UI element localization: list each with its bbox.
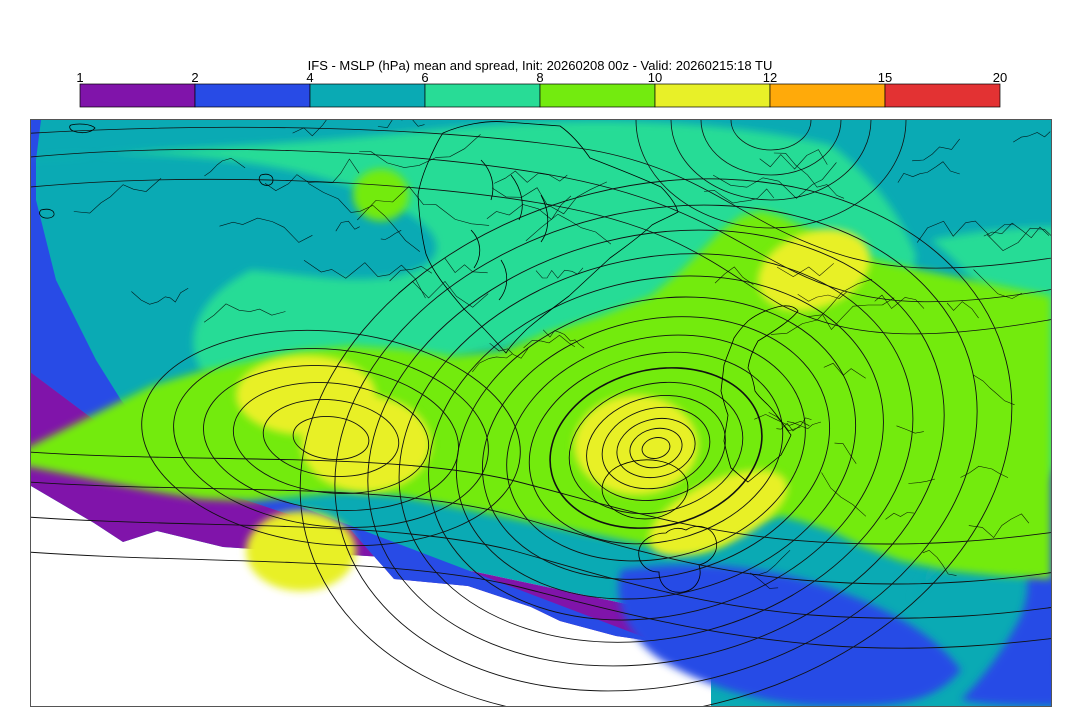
svg-text:1: 1 [76,70,83,85]
svg-text:8: 8 [536,70,543,85]
svg-text:15: 15 [878,70,892,85]
svg-text:4: 4 [306,70,313,85]
svg-text:10: 10 [648,70,662,85]
svg-text:2: 2 [191,70,198,85]
svg-text:12: 12 [763,70,777,85]
svg-text:20: 20 [993,70,1007,85]
svg-text:6: 6 [421,70,428,85]
